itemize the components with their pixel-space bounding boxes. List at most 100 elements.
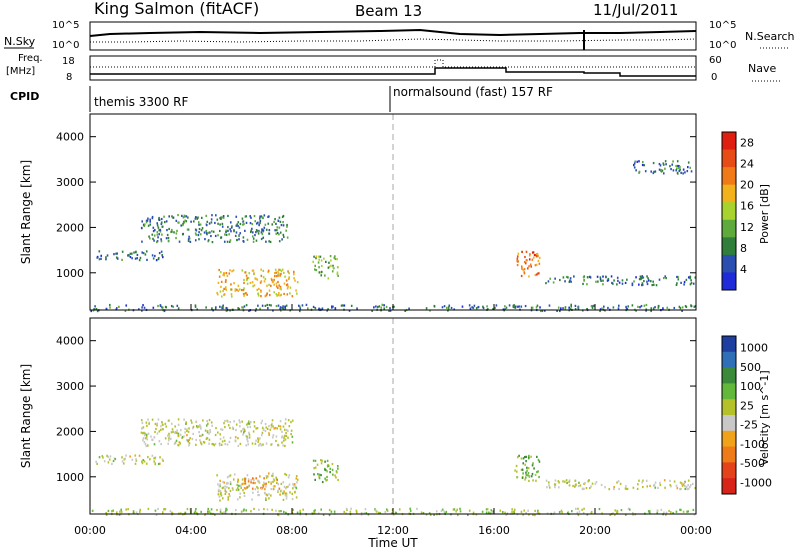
range-cell	[435, 510, 438, 513]
range-cell	[511, 510, 513, 514]
range-cell	[135, 459, 138, 462]
range-cell	[179, 512, 182, 515]
range-cell	[162, 459, 164, 462]
range-cell	[245, 509, 248, 512]
range-cell	[223, 511, 226, 514]
range-cell	[685, 485, 688, 489]
range-cell	[207, 507, 210, 511]
range-cell	[151, 233, 154, 236]
range-cell	[102, 456, 104, 459]
range-cell	[106, 254, 109, 257]
range-cell	[157, 418, 160, 421]
range-cell	[528, 254, 531, 257]
range-cell	[139, 510, 141, 513]
range-cell	[175, 431, 178, 434]
range-cell	[545, 282, 547, 285]
range-cell	[110, 510, 113, 513]
range-cell	[259, 281, 262, 284]
range-cell	[447, 309, 449, 312]
range-cell	[264, 304, 267, 307]
range-cell	[322, 513, 325, 516]
range-cell	[219, 508, 222, 511]
range-cell	[658, 162, 661, 166]
range-cell	[246, 436, 249, 440]
range-cell	[314, 264, 316, 267]
range-cell	[151, 215, 154, 219]
range-cell	[556, 309, 558, 313]
range-cell	[217, 234, 219, 237]
range-cell	[211, 240, 214, 244]
range-cell	[261, 419, 263, 422]
range-cell	[160, 222, 163, 225]
range-cell	[229, 426, 231, 430]
range-cell	[296, 292, 298, 295]
range-cell	[139, 256, 142, 260]
range-cell	[482, 305, 484, 308]
range-cell	[676, 282, 678, 285]
range-cell	[177, 418, 180, 421]
range-cell	[603, 305, 605, 308]
range-cell	[492, 510, 495, 513]
nave-tick-high: 60	[709, 55, 722, 66]
range-cell	[183, 418, 185, 421]
range-cell	[101, 455, 104, 458]
range-cell	[275, 274, 278, 278]
range-cell	[543, 309, 546, 312]
range-cell	[235, 509, 237, 512]
range-cell	[189, 437, 192, 440]
range-cell	[133, 251, 135, 254]
range-cell	[267, 307, 269, 310]
range-cell	[157, 236, 159, 239]
range-cell	[185, 215, 188, 218]
range-cell	[124, 309, 127, 313]
range-cell	[535, 273, 538, 276]
range-cell	[230, 230, 232, 233]
range-cell	[281, 238, 283, 241]
range-cell	[638, 278, 641, 281]
range-cell	[508, 304, 511, 307]
range-cell	[270, 487, 273, 491]
range-cell	[554, 483, 556, 486]
range-cell	[199, 424, 201, 427]
range-cell	[536, 304, 539, 307]
range-cell	[156, 240, 159, 243]
range-cell	[612, 512, 614, 515]
range-cell	[276, 229, 278, 232]
range-cell	[337, 478, 339, 482]
range-cell	[220, 428, 222, 431]
range-cell	[266, 427, 269, 431]
range-cell	[666, 306, 669, 309]
range-cell	[279, 493, 281, 496]
range-cell	[679, 508, 681, 511]
range-cell	[195, 512, 198, 515]
range-cell	[653, 484, 655, 487]
range-cell	[243, 508, 245, 511]
range-cell	[288, 272, 290, 275]
range-cell	[562, 276, 565, 279]
range-cell	[532, 479, 534, 482]
range-cell	[678, 169, 681, 172]
range-cell	[246, 293, 248, 296]
range-cell	[241, 269, 244, 272]
range-cell	[453, 308, 456, 311]
range-cell	[336, 258, 338, 261]
range-cell	[192, 220, 195, 223]
range-cell	[273, 220, 275, 224]
range-cell	[641, 481, 643, 484]
range-cell	[638, 170, 641, 173]
range-cell	[235, 288, 238, 291]
freq-label: Freq.	[18, 53, 43, 64]
range-cell	[642, 276, 645, 279]
range-cell	[184, 431, 186, 434]
range-cell	[186, 428, 188, 431]
range-cell	[282, 481, 285, 484]
range-cell	[584, 482, 586, 485]
range-cell	[398, 508, 401, 511]
range-cell	[313, 467, 315, 470]
noise-panel-frame	[89, 21, 697, 51]
range-cell	[254, 481, 256, 485]
range-cell	[270, 443, 272, 446]
range-cell	[246, 277, 249, 280]
